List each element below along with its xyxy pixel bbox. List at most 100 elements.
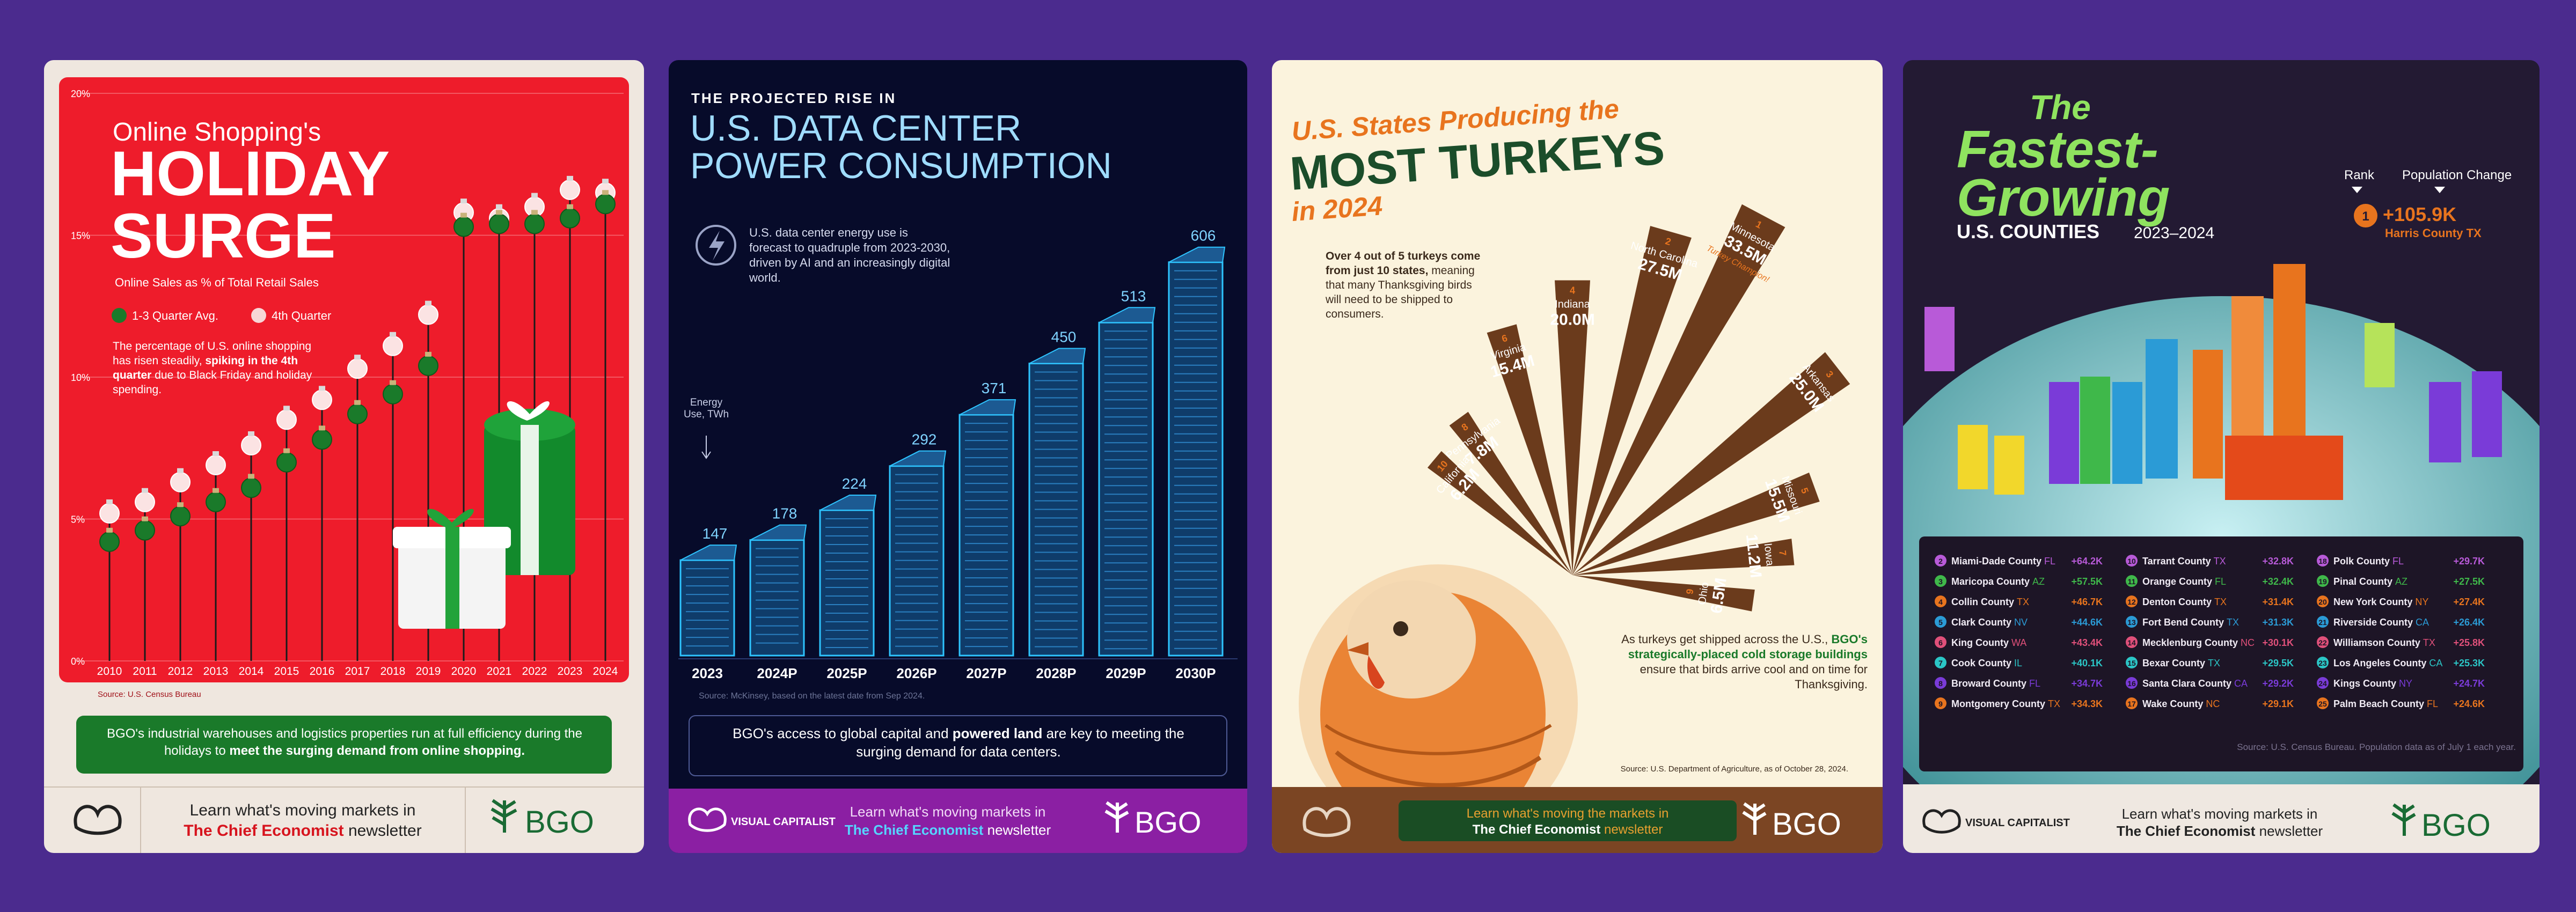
bar-value-label: 450	[1051, 329, 1077, 345]
axis-note-text: Energy Use, TWh	[683, 397, 729, 420]
legend-dot-white	[251, 308, 266, 323]
ornament-cap	[531, 193, 538, 198]
description-text: U.S. data center energy use is forecast …	[749, 226, 950, 284]
county-name: Miami-Dade County FL	[1951, 556, 2055, 567]
rank-badge	[2317, 657, 2329, 668]
county-name: King County WA	[1951, 637, 2026, 648]
county-state: TX	[2227, 617, 2239, 628]
rank-number: 17	[2127, 700, 2136, 708]
footer-brand[interactable]: The Chief Economist	[184, 822, 343, 840]
rank-badge	[2317, 595, 2329, 607]
county-state: AZ	[2032, 576, 2045, 587]
source-note: Source: U.S. Department of Agriculture, …	[1621, 764, 1848, 774]
county-name: Maricopa County AZ	[1951, 576, 2045, 587]
footer-learn: Learn what's moving the markets in	[1467, 806, 1669, 821]
y-tick-label: 15%	[71, 231, 90, 241]
turkey-fan-bar	[1487, 324, 1572, 575]
data-center-panel: THE PROJECTED RISE IN U.S. DATA CENTER P…	[669, 60, 1247, 853]
ornament-cap	[390, 380, 396, 385]
footer-brand[interactable]: The Chief Economist	[845, 822, 984, 838]
bgo-logo: BGO	[525, 805, 594, 840]
title-line3: SURGE	[111, 201, 336, 271]
footer-line2[interactable]: The Chief Economist newsletter	[184, 822, 421, 840]
county-value: +25.8K	[2453, 637, 2485, 648]
ranking-table	[1919, 536, 2523, 771]
rank-number: 16	[2127, 679, 2136, 688]
title-line2: POWER CONSUMPTION	[690, 145, 1112, 186]
county-value: +24.6K	[2453, 698, 2485, 709]
footer-bar	[669, 789, 1247, 853]
ornament-cap	[213, 451, 219, 456]
county-name: Montgomery County TX	[1951, 698, 2060, 709]
q-ornament	[418, 355, 438, 376]
county-state: FL	[2044, 556, 2055, 567]
rank-badge	[2126, 657, 2138, 668]
rank-number: 12	[2127, 598, 2136, 606]
rank-badge	[1935, 697, 1946, 709]
footer-brand[interactable]: The Chief Economist	[1473, 822, 1601, 837]
footer-line2[interactable]: The Chief Economist newsletter	[1473, 822, 1663, 837]
ornament-cap	[142, 488, 148, 493]
county-state: NY	[2399, 678, 2412, 689]
source-note: Source: U.S. Census Bureau	[98, 690, 201, 699]
footer-line2[interactable]: The Chief Economist newsletter	[2117, 823, 2323, 839]
ornament-cap	[248, 474, 254, 479]
ornament-cap	[567, 175, 573, 181]
server-bar	[1098, 321, 1154, 657]
chart-subtitle: Online Sales as % of Total Retail Sales	[115, 276, 319, 289]
county-name: Collin County TX	[1951, 597, 2029, 607]
title-line1: Online Shopping's	[113, 118, 321, 146]
desc-plain2: due to Black Friday and holiday spending…	[113, 369, 312, 396]
title-line2: HOLIDAY	[111, 138, 390, 209]
ornament-cap	[319, 386, 325, 391]
x-tick-label: 2027P	[966, 665, 1006, 681]
q4-ornament	[206, 454, 226, 475]
title-line2: Fastest-	[1957, 120, 2158, 179]
turkey-fan-bar	[1572, 352, 1850, 575]
county-value: +25.3K	[2453, 658, 2485, 668]
county-state: FL	[2215, 576, 2226, 587]
county-value: +31.4K	[2262, 597, 2294, 607]
rank-number: 8	[1938, 679, 1943, 688]
county-name: Mecklenburg County NC	[2142, 637, 2255, 648]
rank-badge	[2317, 575, 2329, 587]
ornament-cap	[354, 400, 361, 405]
y-tick-label: 0%	[71, 656, 85, 667]
footer-cta[interactable]	[1399, 800, 1737, 841]
desc-plain: meaning that many Thanksgiving birds wil…	[1326, 264, 1475, 320]
rank-number: 15	[2127, 659, 2136, 667]
bgo-logo: BGO	[1135, 805, 1201, 839]
rank-badge	[2126, 636, 2138, 648]
county-value: +24.7K	[2453, 678, 2485, 689]
bgo-leaf-icon	[2391, 803, 2416, 836]
bgo-logo: BGO	[1772, 807, 1841, 842]
rank-number: 14	[2127, 638, 2136, 647]
footer-brand[interactable]: The Chief Economist	[2117, 823, 2256, 839]
county-name: Polk County FL	[2333, 556, 2404, 567]
rank-label: 4	[1570, 285, 1575, 296]
turkey-fan-bar	[1572, 204, 1785, 575]
q-ornament	[312, 429, 332, 450]
rank-badge	[1935, 595, 1946, 607]
footer-vc: VISUAL CAPITALIST	[1965, 817, 2070, 829]
x-tick-label: 2023	[558, 665, 583, 678]
data-center-svg: THE PROJECTED RISE IN U.S. DATA CENTER P…	[669, 90, 1247, 853]
ornament-cap	[496, 210, 502, 215]
axis-note: Energy Use, TWh	[683, 397, 729, 420]
top-county-line: Harris County TX	[2385, 226, 2482, 240]
x-tick-label: 2018	[380, 665, 406, 678]
x-tick-label: 2025P	[826, 665, 867, 681]
x-tick-labels: 2023 2024P 2025P 2026P 2027P 2028P 2029P 2030P	[692, 665, 1216, 681]
q4-ornament	[170, 472, 191, 492]
state-label: Indiana	[1555, 299, 1590, 311]
county-name: Santa Clara County CA	[2142, 678, 2248, 689]
pop-label: Population Change	[2402, 168, 2512, 182]
turkeys-svg: U.S. States Producing the MOST TURKEYS i…	[1272, 93, 1883, 853]
county-state: TX	[2048, 698, 2060, 709]
footer-line2[interactable]: The Chief Economist newsletter	[845, 822, 1051, 838]
county-value: +32.8K	[2262, 556, 2294, 567]
visual-capitalist-logo-icon	[688, 807, 727, 832]
lightning-icon	[696, 225, 736, 266]
